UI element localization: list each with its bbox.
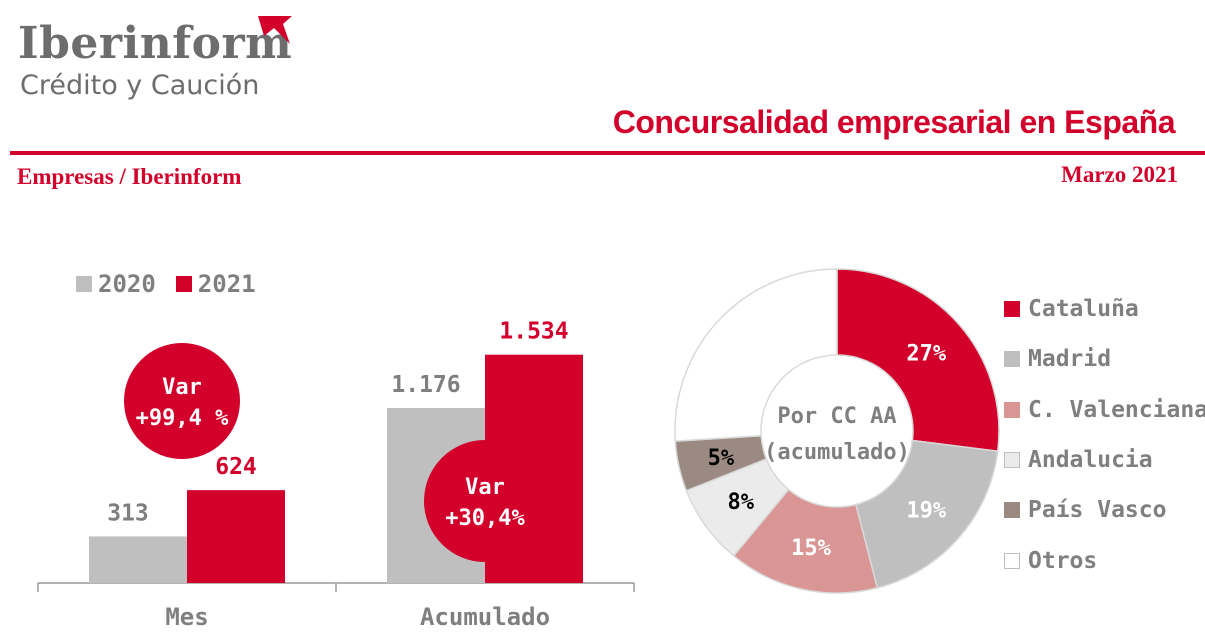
donut-slice <box>674 268 838 442</box>
bar-2020-Mes <box>89 536 187 583</box>
bar-value-label: 1.534 <box>499 319 568 345</box>
pie-legend-label: Otros <box>1028 547 1098 574</box>
bar-2021-Mes <box>187 490 285 583</box>
logo-subtitle: Crédito y Caución <box>20 70 260 101</box>
pie-legend-label: Madrid <box>1028 346 1112 373</box>
bar-value-label: 624 <box>215 454 257 480</box>
pie-legend-item: Otros <box>1004 535 1205 585</box>
variation-badge <box>424 440 546 562</box>
donut-slice-label: 19% <box>906 499 946 524</box>
pie-legend-label: País Vasco <box>1028 497 1167 524</box>
date-label: Marzo 2021 <box>1061 162 1178 187</box>
logo-name: Iberinform <box>18 18 293 69</box>
pie-legend-swatch <box>1004 552 1020 569</box>
pie-legend-item: C. Valenciana <box>1004 385 1205 435</box>
pie-legend-label: C. Valenciana <box>1028 396 1205 423</box>
donut-legend: Cataluña Madrid C. Valenciana Andalucia … <box>1004 284 1205 586</box>
donut-slice <box>732 488 879 594</box>
pie-legend-swatch <box>1004 502 1020 519</box>
donut-slice-label: 5% <box>708 446 735 471</box>
category-label: Mes <box>165 603 208 631</box>
legend-item-2021: 2021 <box>175 270 256 298</box>
pie-legend-swatch <box>1004 301 1020 318</box>
category-label: Acumulado <box>420 603 550 631</box>
donut-slice-label: 15% <box>791 536 831 561</box>
pie-legend-swatch <box>1004 351 1020 368</box>
donut-slice-label: 8% <box>727 490 754 515</box>
pie-legend-item: Cataluña <box>1004 284 1205 334</box>
bar-chart-legend: 2020 2021 <box>76 270 256 298</box>
page-title: Concursalidad empresarial en España <box>612 104 1176 140</box>
donut-slice-label: 27% <box>906 341 946 366</box>
donut-center-label: (acumulado) <box>764 440 910 465</box>
legend-label-2020: 2020 <box>98 270 156 298</box>
pie-legend-swatch <box>1004 452 1020 469</box>
pie-legend-label: Cataluña <box>1028 296 1139 323</box>
donut-chart: 27% 19% 15% 8% 5% Por CC AA (acumulado) <box>674 268 1000 594</box>
variation-value: +30,4% <box>445 506 525 531</box>
variation-badge <box>124 343 240 459</box>
variation-label: Var <box>465 475 505 500</box>
logo-arrow-icon <box>258 16 292 44</box>
bar-chart: 313 624 Mes 1.176 1.534 Acumulado Var +99,4 % Va… <box>37 319 635 631</box>
pie-legend-item: Andalucia <box>1004 435 1205 485</box>
bar-value-label: 313 <box>107 500 149 526</box>
pie-legend-label: Andalucia <box>1028 447 1153 474</box>
pie-legend-item: Madrid <box>1004 334 1205 384</box>
pie-legend-swatch <box>1004 401 1020 418</box>
variation-label: Var <box>162 375 202 400</box>
variation-value: +99,4 % <box>136 406 229 431</box>
donut-slice <box>854 439 999 589</box>
donut-slice <box>836 268 1000 453</box>
legend-swatch-2021 <box>175 276 192 292</box>
pie-legend-item: País Vasco <box>1004 485 1205 535</box>
source-label: Empresas / Iberinform <box>17 164 242 189</box>
legend-item-2020: 2020 <box>76 270 156 298</box>
legend-swatch-2020 <box>76 276 92 292</box>
header-divider <box>10 151 1205 155</box>
donut-center-label: Por CC AA <box>777 404 896 429</box>
bar-value-label: 1.176 <box>391 372 460 398</box>
legend-label-2021: 2021 <box>197 270 256 298</box>
